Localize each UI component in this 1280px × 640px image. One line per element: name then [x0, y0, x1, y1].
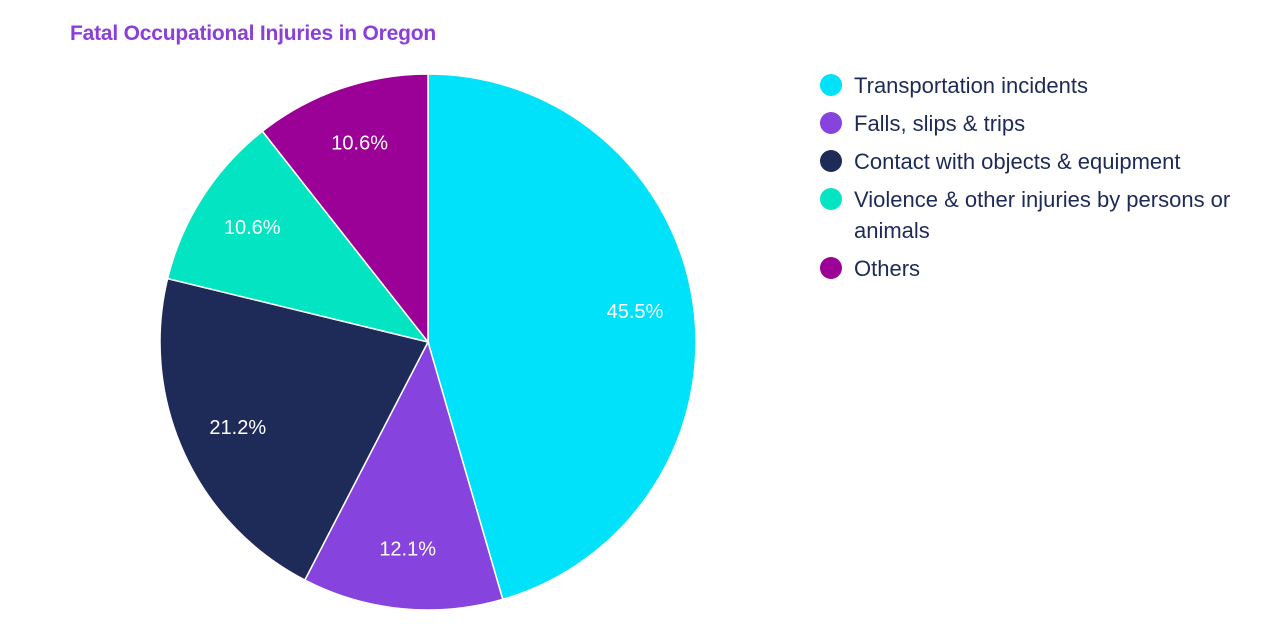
legend-swatch-icon: [820, 150, 842, 172]
slice-value-label: 10.6%: [331, 133, 388, 155]
legend-label: Others: [854, 256, 921, 281]
pie-slice: [261, 73, 429, 345]
pie-slice: [159, 277, 430, 582]
legend-swatch-icon: [820, 188, 842, 210]
legend-swatch-icon: [820, 112, 842, 134]
legend-item: Contact with objects & equipment: [820, 146, 1260, 177]
legend: Transportation incidents Falls, slips & …: [820, 70, 1260, 291]
legend-label: Transportation incidents: [854, 73, 1088, 98]
slice-value-label: 45.5%: [607, 301, 664, 323]
pie-chart: 45.5% 12.1% 21.2% 10.6% 10.6%: [159, 73, 697, 611]
legend-swatch-icon: [820, 74, 842, 96]
legend-label: Violence & other injuries by persons or …: [854, 187, 1231, 243]
legend-item: Others: [820, 253, 1260, 284]
legend-label: Contact with objects & equipment: [854, 149, 1181, 174]
slice-value-label: 21.2%: [209, 417, 266, 439]
legend-item: Violence & other injuries by persons or …: [820, 184, 1260, 246]
legend-item: Falls, slips & trips: [820, 108, 1260, 139]
pie-slice: [303, 339, 504, 611]
pie-slice: [166, 130, 430, 344]
legend-label: Falls, slips & trips: [854, 111, 1026, 136]
slice-value-label: 12.1%: [379, 538, 436, 560]
legend-item: Transportation incidents: [820, 70, 1260, 101]
chart-title: Fatal Occupational Injuries in Oregon: [70, 22, 436, 45]
legend-swatch-icon: [820, 257, 842, 279]
slice-value-label: 10.6%: [224, 217, 281, 239]
pie-slice: [427, 73, 697, 601]
